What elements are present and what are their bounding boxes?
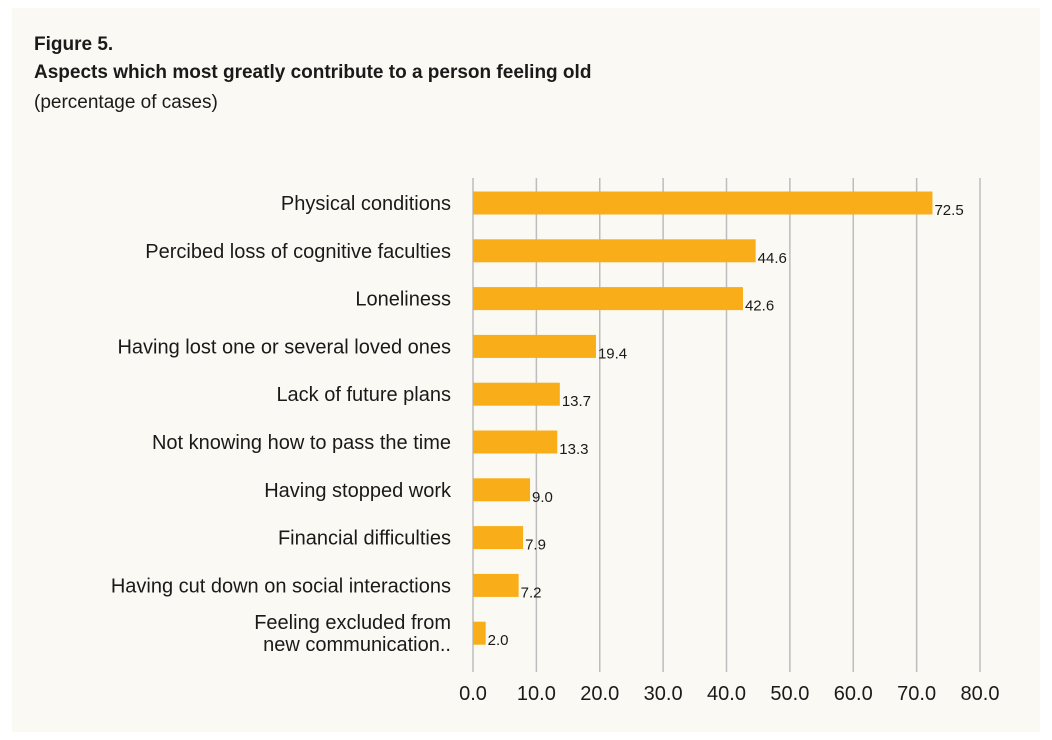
data-label: 7.2 [521, 584, 542, 601]
data-label: 72.5 [934, 202, 963, 219]
category-label: Feeling excluded from [254, 612, 451, 634]
chart-panel [12, 8, 1040, 732]
bar [473, 526, 524, 550]
data-label: 2.0 [488, 632, 509, 649]
category-label: Having cut down on social interactions [111, 575, 451, 597]
category-label: Having stopped work [264, 480, 452, 502]
bar [473, 478, 531, 502]
category-label: new communication.. [263, 634, 451, 656]
category-labels: Physical conditions Percibed loss of cogn… [111, 193, 452, 656]
x-tick-label: 60.0 [834, 683, 873, 705]
x-tick-labels: 0.0 10.0 20.0 30.0 40.0 50.0 60.0 70.0 80.0 [459, 683, 999, 705]
category-label: Not knowing how to pass the time [152, 432, 451, 454]
value-labels: 72.5 44.6 42.6 19.4 13.7 13.3 9.0 7.9 7.2 2.0 [488, 202, 964, 649]
x-tick-label: 70.0 [897, 683, 936, 705]
bar [473, 191, 933, 215]
data-label: 44.6 [758, 250, 787, 267]
bar [473, 287, 743, 311]
bar [473, 239, 756, 263]
category-label: Lack of future plans [276, 384, 451, 406]
x-tick-label: 80.0 [961, 683, 1000, 705]
data-label: 7.9 [525, 537, 546, 554]
data-label: 13.7 [562, 393, 591, 410]
category-label: Loneliness [355, 289, 451, 311]
data-label: 42.6 [745, 298, 774, 315]
bar [473, 334, 596, 358]
bars [473, 191, 933, 645]
category-label: Having lost one or several loved ones [117, 336, 451, 358]
category-label: Physical conditions [281, 193, 451, 215]
chart-title: Aspects which most greatly contribute to… [34, 62, 592, 83]
chart-subtitle: (percentage of cases) [34, 92, 218, 113]
x-tick-label: 0.0 [459, 683, 487, 705]
category-label: Financial difficulties [278, 528, 451, 550]
x-tick-label: 30.0 [644, 683, 683, 705]
x-tick-label: 40.0 [707, 683, 746, 705]
bar [473, 430, 558, 454]
x-tick-label: 50.0 [770, 683, 809, 705]
data-label: 13.3 [559, 441, 588, 458]
x-tick-label: 10.0 [517, 683, 556, 705]
x-tick-label: 20.0 [580, 683, 619, 705]
data-label: 19.4 [598, 345, 627, 362]
figure-label: Figure 5. [34, 34, 114, 55]
bar [473, 573, 519, 597]
bar [473, 621, 486, 645]
bar [473, 382, 560, 406]
data-label: 9.0 [532, 489, 553, 506]
category-label: Percibed loss of cognitive faculties [145, 241, 451, 263]
